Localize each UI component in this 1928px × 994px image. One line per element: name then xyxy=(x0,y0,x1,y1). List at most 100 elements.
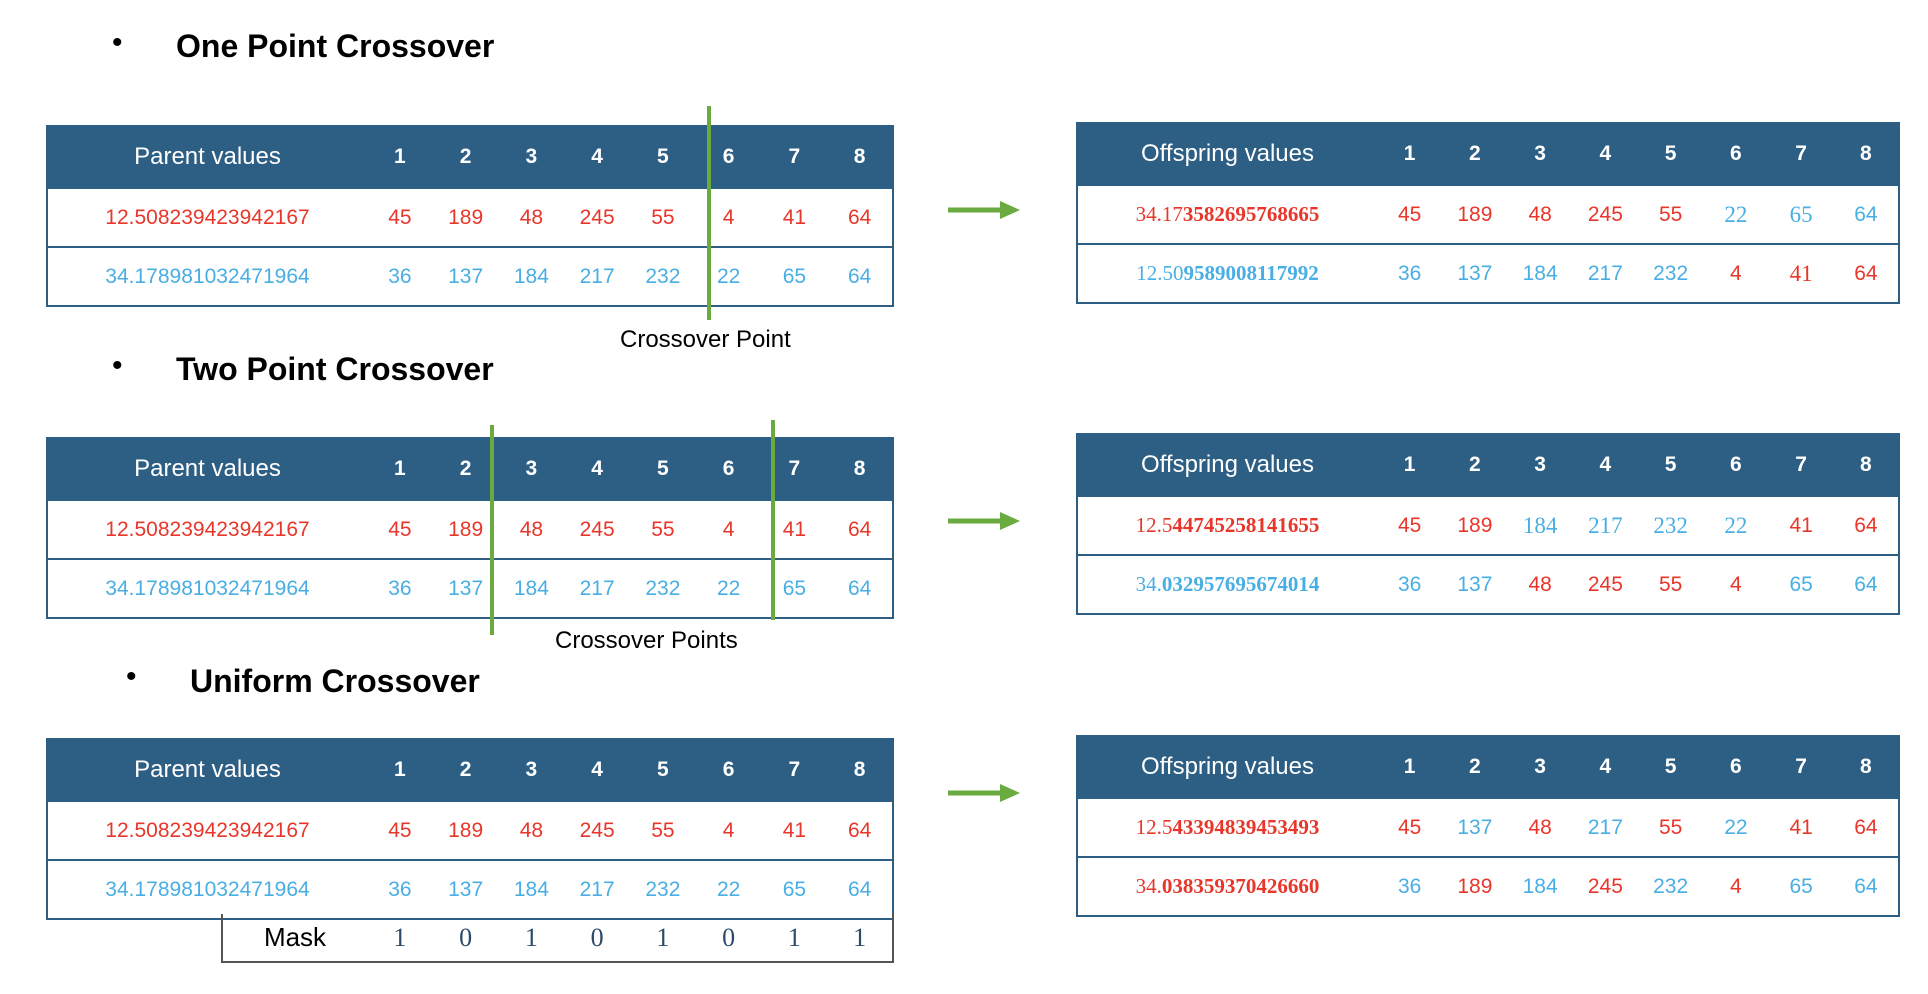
row-label-prefix: 12.5 xyxy=(1135,815,1173,839)
table-cell: 48 xyxy=(1507,554,1573,614)
header-label: Parent values xyxy=(47,126,367,188)
row-label-prefix: 34.17 xyxy=(1135,202,1183,226)
table-cell: 64 xyxy=(827,187,893,247)
table-cell: 36 xyxy=(1377,856,1443,916)
table-row: 34.178981032471964 36 137 184 217 232 22 65 64 xyxy=(47,246,893,306)
table-cell: 4 xyxy=(1703,856,1769,916)
table-cell: 217 xyxy=(564,246,630,306)
table-cell: 55 xyxy=(630,499,696,559)
column-header: 4 xyxy=(1572,123,1638,185)
crossover-line-2 xyxy=(771,420,775,620)
column-header: 8 xyxy=(827,438,893,500)
column-header: 5 xyxy=(1638,736,1704,798)
table-cell: 36 xyxy=(367,246,433,306)
table-cell: 55 xyxy=(1638,797,1704,857)
mask-value: 1 xyxy=(656,922,670,952)
table-header-row: Offspring values 1 2 3 4 5 6 7 8 xyxy=(1077,736,1899,798)
table-cell: 184 xyxy=(1507,856,1573,916)
table-cell: 184 xyxy=(498,859,565,919)
row-label: 34.178981032471964 xyxy=(47,558,367,618)
table-header-row: Parent values 1 2 3 4 5 6 7 8 xyxy=(47,126,893,188)
table-cell: 189 xyxy=(1442,184,1508,244)
column-header: 3 xyxy=(1507,434,1573,496)
parent-table-uniform: Parent values 1 2 3 4 5 6 7 8 12.508239423942167… xyxy=(46,738,894,920)
table-row: 34.038359370426660 36 189 184 245 232 4 65 64 xyxy=(1077,856,1899,916)
table-cell: 232 xyxy=(630,246,696,306)
row-label: 12.509589008117992 xyxy=(1077,243,1377,303)
column-header: 8 xyxy=(827,739,893,801)
column-header: 8 xyxy=(827,126,893,188)
column-header: 5 xyxy=(1638,434,1704,496)
table-cell: 137 xyxy=(432,246,499,306)
column-header: 2 xyxy=(432,739,499,801)
table-cell: 36 xyxy=(367,558,433,618)
column-header: 5 xyxy=(630,438,696,500)
table-cell: 64 xyxy=(1833,554,1899,614)
table-cell: 217 xyxy=(564,558,630,618)
table-header-row: Parent values 1 2 3 4 5 6 7 8 xyxy=(47,438,893,500)
row-label-prefix: 12.5 xyxy=(1135,513,1173,537)
table-cell: 41 xyxy=(761,800,828,860)
column-header: 8 xyxy=(1833,736,1899,798)
table-cell: 45 xyxy=(367,800,433,860)
table-cell: 4 xyxy=(695,187,762,247)
column-header: 6 xyxy=(695,438,762,500)
table-cell: 184 xyxy=(1507,495,1573,555)
table-cell: 137 xyxy=(1442,554,1508,614)
table-cell: 189 xyxy=(1442,856,1508,916)
column-header: 7 xyxy=(1768,123,1834,185)
column-header: 1 xyxy=(1377,123,1443,185)
table-cell: 48 xyxy=(1507,184,1573,244)
row-label: 34.178981032471964 xyxy=(47,859,367,919)
column-header: 3 xyxy=(498,438,565,500)
table-cell: 45 xyxy=(367,187,433,247)
column-header: 3 xyxy=(1507,123,1573,185)
column-header: 2 xyxy=(1442,434,1508,496)
bullet-icon: • xyxy=(112,349,123,382)
table-cell: 64 xyxy=(1833,243,1899,303)
table-cell: 64 xyxy=(827,499,893,559)
row-label: 34.032957695674014 xyxy=(1077,554,1377,614)
mask-value: 0 xyxy=(590,922,604,952)
table-cell: 217 xyxy=(1572,243,1638,303)
column-header: 2 xyxy=(432,126,499,188)
parent-table-one-point: Parent values 1 2 3 4 5 6 7 8 12.508239423942167… xyxy=(46,125,894,307)
table-cell: 48 xyxy=(498,187,565,247)
row-label-rest: 3582695768665 xyxy=(1182,202,1320,226)
table-header-row: Offspring values 1 2 3 4 5 6 7 8 xyxy=(1077,434,1899,496)
table-cell: 189 xyxy=(432,499,499,559)
table-cell: 36 xyxy=(367,859,433,919)
table-header-row: Parent values 1 2 3 4 5 6 7 8 xyxy=(47,739,893,801)
mask-label: Mask xyxy=(263,922,327,952)
row-label-prefix: 12.50 xyxy=(1136,261,1184,285)
bullet-icon: • xyxy=(112,26,123,59)
header-label: Offspring values xyxy=(1077,736,1377,798)
row-label-prefix: 34. xyxy=(1135,874,1162,898)
mask-value: 0 xyxy=(722,922,736,952)
table-cell: 4 xyxy=(1703,243,1769,303)
mask-table: Mask 1 0 1 0 1 0 1 1 xyxy=(221,914,894,963)
column-header: 1 xyxy=(367,438,433,500)
column-header: 6 xyxy=(1703,123,1769,185)
table-cell: 184 xyxy=(498,558,565,618)
table-cell: 232 xyxy=(1638,495,1704,555)
column-header: 6 xyxy=(1703,736,1769,798)
table-cell: 45 xyxy=(367,499,433,559)
row-label: 34.173582695768665 xyxy=(1077,184,1377,244)
table-cell: 189 xyxy=(432,187,499,247)
column-header: 5 xyxy=(1638,123,1704,185)
row-label: 12.543394839453493 xyxy=(1077,797,1377,857)
table-cell: 64 xyxy=(827,558,893,618)
table-cell: 137 xyxy=(1442,243,1508,303)
column-header: 8 xyxy=(1833,123,1899,185)
row-label: 34.178981032471964 xyxy=(47,246,367,306)
mask-value: 1 xyxy=(853,922,867,952)
column-header: 7 xyxy=(761,126,828,188)
table-cell: 217 xyxy=(564,859,630,919)
table-cell: 36 xyxy=(1377,554,1443,614)
table-cell: 22 xyxy=(695,859,762,919)
column-header: 2 xyxy=(432,438,499,500)
table-cell: 137 xyxy=(432,558,499,618)
header-label: Offspring values xyxy=(1077,123,1377,185)
section-title-uniform: Uniform Crossover xyxy=(190,663,480,699)
